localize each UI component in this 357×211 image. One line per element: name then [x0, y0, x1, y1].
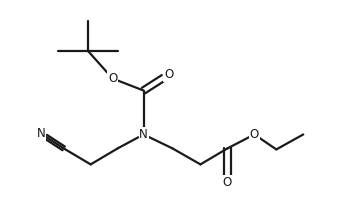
Text: O: O: [223, 176, 232, 189]
Text: O: O: [108, 72, 117, 85]
Text: N: N: [139, 128, 148, 141]
Text: O: O: [164, 68, 173, 81]
Text: O: O: [250, 128, 259, 141]
Text: N: N: [36, 127, 45, 140]
